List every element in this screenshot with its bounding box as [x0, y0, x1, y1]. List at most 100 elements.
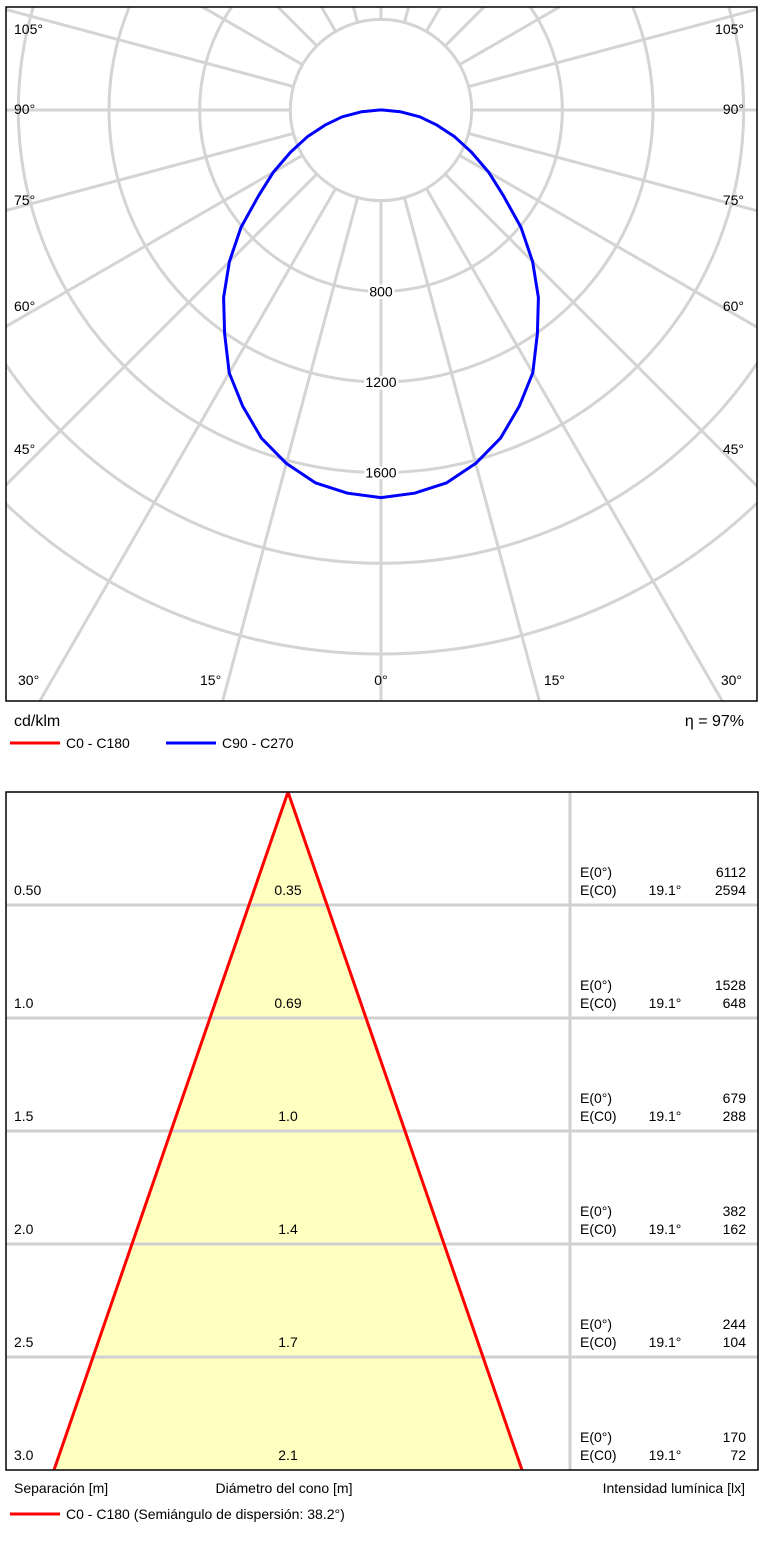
cone-row: 1.5 1.0 E(0°) 679 E(C0) 19.1° 288 — [14, 1090, 746, 1124]
e0-value: 6112 — [716, 864, 746, 880]
diameter-value: 1.7 — [278, 1334, 298, 1350]
grid-spoke — [199, 7, 304, 66]
separation-value: 1.5 — [14, 1108, 34, 1124]
grid-spoke — [458, 154, 757, 329]
grid-spoke — [425, 187, 724, 701]
ec0-label: E(C0) — [580, 995, 617, 1011]
ec0-label: E(C0) — [580, 1334, 617, 1350]
radial-tick-label: 800 — [369, 283, 393, 299]
e0-value: 244 — [723, 1316, 747, 1332]
e0-value: 1528 — [715, 977, 746, 993]
angle-tick-left: 45° — [14, 441, 35, 457]
cone-edge-left — [52, 791, 290, 1471]
grid-spoke — [38, 187, 337, 701]
polar-intensity-chart: 800 1200 1600 105° 90° 75° 60° 45° 30° 15° 105° 90°… — [5, 6, 758, 751]
angle-tick-right: 15° — [544, 672, 565, 688]
angle-tick-left: 30° — [18, 672, 39, 688]
column-header-diameter: Diámetro del cono [m] — [216, 1480, 353, 1496]
ec0-value: 72 — [730, 1447, 746, 1463]
cone-edge-right — [286, 791, 524, 1471]
separation-value: 2.0 — [14, 1221, 34, 1237]
radial-tick-label: 1600 — [365, 465, 396, 481]
ec0-label: E(C0) — [580, 1221, 617, 1237]
ec0-angle: 19.1° — [649, 1221, 682, 1237]
cone-row: 0.50 0.35 E(0°) 6112 E(C0) 19.1° 2594 — [14, 864, 746, 898]
ec0-label: E(C0) — [580, 1447, 617, 1463]
legend-label-c0: C0 - C180 — [66, 735, 130, 751]
separation-value: 1.0 — [14, 995, 34, 1011]
ec0-value: 162 — [723, 1221, 747, 1237]
angle-tick-right: 105° — [715, 21, 744, 37]
separation-value: 0.50 — [14, 882, 41, 898]
separation-value: 2.5 — [14, 1334, 34, 1350]
e0-value: 382 — [723, 1203, 747, 1219]
unit-label: cd/klm — [14, 713, 60, 730]
angle-tick-left: 75° — [14, 192, 35, 208]
radial-tick-label: 1200 — [365, 374, 396, 390]
diameter-value: 1.0 — [278, 1108, 298, 1124]
grid-spoke — [403, 7, 411, 23]
e0-value: 170 — [723, 1429, 747, 1445]
angle-tick-left: 60° — [14, 298, 35, 314]
ec0-value: 2594 — [715, 882, 746, 898]
angle-tick-right: 60° — [723, 298, 744, 314]
diameter-value: 2.1 — [278, 1447, 298, 1463]
cone-row: 2.5 1.7 E(0°) 244 E(C0) 19.1° 104 — [14, 1316, 746, 1350]
cone-diagram: 0.50 0.35 E(0°) 6112 E(C0) 19.1° 2594 1.0 0.69 E(… — [5, 791, 759, 1522]
grid-spoke — [6, 7, 294, 88]
cone-grid — [6, 791, 758, 1471]
series-curve-1 — [222, 108, 540, 500]
e0-label: E(0°) — [580, 1429, 612, 1445]
angle-tick-bottom: 0° — [374, 672, 387, 688]
cone-row: 1.0 0.69 E(0°) 1528 E(C0) 19.1° 648 — [14, 977, 746, 1011]
polar-labels: 800 1200 1600 105° 90° 75° 60° 45° 30° 15° 105° 90°… — [14, 21, 744, 688]
polar-curves — [222, 108, 540, 500]
polar-frame — [5, 6, 758, 702]
ec0-value: 104 — [723, 1334, 747, 1350]
ec0-value: 648 — [723, 995, 747, 1011]
cone-rows: 0.50 0.35 E(0°) 6112 E(C0) 19.1° 2594 1.0 0.69 E(… — [14, 864, 746, 1463]
e0-label: E(0°) — [580, 1316, 612, 1332]
e0-label: E(0°) — [580, 1090, 612, 1106]
cone-frame — [5, 791, 759, 1471]
ec0-angle: 19.1° — [649, 882, 682, 898]
angle-tick-right: 75° — [723, 192, 744, 208]
ec0-angle: 19.1° — [649, 1334, 682, 1350]
angle-tick-right: 90° — [723, 101, 744, 117]
grid-spoke — [351, 7, 359, 23]
grid-spoke — [6, 132, 294, 213]
grid-spoke — [6, 173, 318, 488]
e0-label: E(0°) — [580, 864, 612, 880]
grid-spoke — [6, 154, 304, 329]
column-header-illuminance: Intensidad lumínica [lx] — [603, 1480, 745, 1496]
angle-tick-left: 105° — [14, 21, 43, 37]
polar-grid — [6, 7, 757, 701]
diameter-value: 0.35 — [274, 882, 301, 898]
ec0-label: E(C0) — [580, 1108, 617, 1124]
column-header-separation: Separación [m] — [14, 1480, 108, 1496]
grid-spoke — [444, 173, 757, 489]
ec0-label: E(C0) — [580, 882, 617, 898]
grid-spoke — [468, 132, 757, 213]
e0-label: E(0°) — [580, 1203, 612, 1219]
e0-label: E(0°) — [580, 977, 612, 993]
e0-value: 679 — [723, 1090, 747, 1106]
angle-tick-right: 45° — [723, 441, 744, 457]
ec0-angle: 19.1° — [649, 1108, 682, 1124]
diameter-value: 1.4 — [278, 1221, 298, 1237]
cone-row: 3.0 2.1 E(0°) 170 E(C0) 19.1° 72 — [14, 1429, 746, 1463]
efficiency-label: η = 97% — [685, 713, 744, 730]
cone-row: 2.0 1.4 E(0°) 382 E(C0) 19.1° 162 — [14, 1203, 746, 1237]
angle-tick-right: 30° — [721, 672, 742, 688]
angle-tick-left: 90° — [14, 101, 35, 117]
grid-spoke — [468, 7, 757, 88]
separation-value: 3.0 — [14, 1447, 34, 1463]
legend-label-c90: C90 - C270 — [222, 735, 294, 751]
angle-tick-left: 15° — [200, 672, 221, 688]
grid-spoke — [221, 197, 359, 701]
cone-legend-label: C0 - C180 (Semiángulo de dispersión: 38.… — [66, 1506, 345, 1522]
ec0-value: 288 — [723, 1108, 747, 1124]
diameter-value: 0.69 — [274, 995, 301, 1011]
ec0-angle: 19.1° — [649, 1447, 682, 1463]
grid-spoke — [403, 197, 541, 701]
